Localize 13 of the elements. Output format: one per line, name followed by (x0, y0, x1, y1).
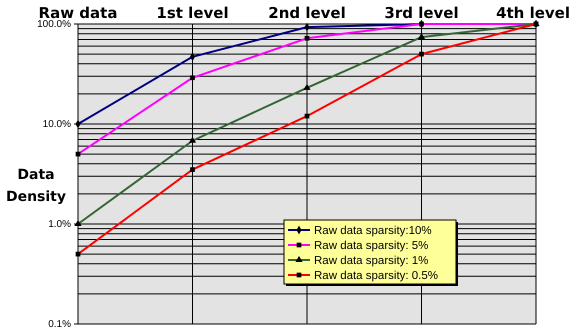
legend-label: Raw data sparsity: 1% (314, 255, 428, 267)
x-tick-label: 2nd level (268, 4, 346, 22)
x-tick-label: 3rd level (384, 4, 459, 22)
y-tick-label: 10.0% (42, 119, 72, 130)
y-tick-label: 1.0% (48, 219, 72, 230)
legend-label: Raw data sparsity:10% (314, 225, 432, 237)
legend-label: Raw data sparsity: 5% (314, 240, 428, 252)
y-tick-label: 0.1% (48, 319, 72, 329)
y-axis-title: Data Density (6, 167, 66, 205)
x-tick-label: 4th level (496, 4, 570, 22)
y-tick-label: 100.0% (37, 19, 72, 30)
legend-label: Raw data sparsity: 0.5% (314, 270, 438, 282)
x-tick-label: 1st level (156, 4, 229, 22)
